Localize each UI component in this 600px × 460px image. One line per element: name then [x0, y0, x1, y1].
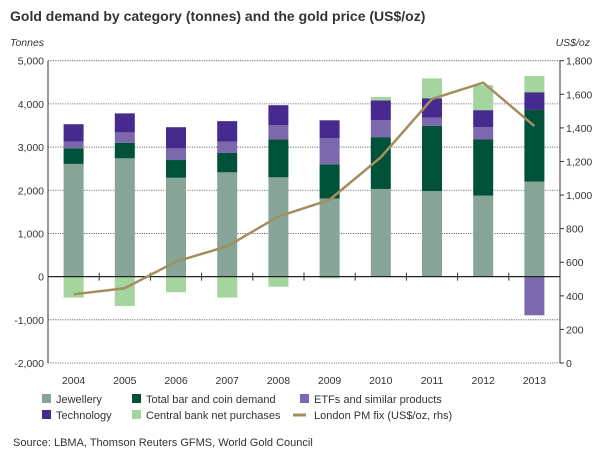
bar-etfs-and-similar-products-2012 — [473, 126, 494, 140]
right-tick-label: 200 — [566, 324, 584, 336]
left-tick-label: 2,000 — [18, 185, 44, 197]
bar-etfs-and-similar-products-2010 — [370, 120, 391, 138]
left-tick-label: 0 — [38, 272, 44, 284]
x-tick-label: 2011 — [421, 375, 444, 387]
bar-central-bank-net-purchases-2006 — [166, 276, 186, 293]
left-tick-label: -1,000 — [14, 315, 44, 327]
price-line — [73, 81, 536, 296]
left-tick-label: 3,000 — [18, 142, 44, 154]
bar-etfs-and-similar-products-2004 — [63, 141, 84, 149]
right-tick-label: 1,000 — [566, 190, 592, 202]
bar-etfs-and-similar-products-2008 — [268, 125, 289, 140]
bar-technology-2008 — [268, 105, 289, 126]
bar-jewellery-2006 — [166, 177, 186, 277]
bar-technology-2007 — [217, 121, 238, 142]
bar-central-bank-net-purchases-2012 — [473, 85, 494, 111]
bar-technology-2005 — [114, 113, 135, 133]
bar-jewellery-2011 — [422, 191, 442, 277]
legend-label: ETFs and similar products — [314, 394, 442, 406]
bar-total-bar-and-coin-demand-2005 — [114, 142, 135, 159]
x-tick-label: 2008 — [267, 375, 291, 387]
bar-central-bank-net-purchases-2009 — [319, 276, 340, 279]
right-tick-label: 1,400 — [566, 123, 592, 135]
right-tick-label: 0 — [566, 358, 572, 370]
bar-central-bank-net-purchases-2013 — [524, 76, 545, 93]
right-tick-label: 600 — [566, 257, 584, 269]
bar-jewellery-2005 — [114, 158, 135, 277]
bar-jewellery-2012 — [473, 195, 494, 277]
bar-total-bar-and-coin-demand-2008 — [268, 139, 289, 178]
legend-label: Central bank net purchases — [146, 410, 281, 422]
bar-technology-2009 — [319, 120, 340, 139]
legend-label: Total bar and coin demand — [146, 394, 276, 406]
legend-swatch — [300, 394, 309, 403]
chart-title: Gold demand by category (tonnes) and the… — [10, 8, 425, 24]
bar-central-bank-net-purchases-2011 — [422, 78, 442, 99]
bar-etfs-and-similar-products-2007 — [217, 141, 238, 153]
bar-central-bank-net-purchases-2010 — [370, 96, 391, 101]
x-tick-label: 2012 — [472, 375, 496, 387]
right-tick-label: 1,800 — [566, 56, 592, 68]
bar-jewellery-2009 — [319, 198, 340, 277]
legend-label: London PM fix (US$/oz, rhs) — [314, 410, 452, 422]
bar-central-bank-net-purchases-2005 — [114, 276, 135, 306]
x-tick-label: 2006 — [164, 375, 188, 387]
bar-jewellery-2013 — [524, 181, 545, 277]
right-tick-label: 1,600 — [566, 89, 592, 101]
bar-total-bar-and-coin-demand-2011 — [422, 125, 442, 192]
bar-technology-2012 — [473, 110, 494, 127]
bar-total-bar-and-coin-demand-2007 — [217, 152, 238, 173]
left-tick-label: 5,000 — [18, 56, 44, 68]
legend-label: Jewellery — [56, 394, 102, 406]
bar-total-bar-and-coin-demand-2006 — [166, 160, 186, 178]
london-pm-fix-line — [73, 81, 536, 296]
x-tick-label: 2005 — [113, 375, 137, 387]
left-tick-label: -2,000 — [14, 358, 44, 370]
source-note: Source: LBMA, Thomson Reuters GFMS, Worl… — [13, 437, 313, 449]
bar-jewellery-2007 — [217, 172, 238, 277]
legend-swatch — [132, 394, 141, 403]
right-tick-label: 1,200 — [566, 156, 592, 168]
bar-jewellery-2004 — [63, 163, 84, 277]
right-axis-label: US$/oz — [556, 37, 591, 49]
x-tick-label: 2009 — [318, 375, 342, 387]
bar-jewellery-2010 — [370, 188, 391, 277]
axes: -2,000 -1,000 0 1,000 2,000 3,000 4,000 5,000 0 2… — [14, 56, 592, 387]
bar-central-bank-net-purchases-2007 — [217, 276, 238, 298]
legend-swatch — [42, 410, 51, 419]
bar-etfs-and-similar-products-2013 — [524, 276, 545, 316]
bar-technology-2010 — [370, 100, 391, 121]
bar-central-bank-net-purchases-2004 — [63, 276, 84, 298]
bar-etfs-and-similar-products-2009 — [319, 138, 340, 165]
left-axis-label: Tonnes — [10, 37, 45, 49]
legend-swatch — [42, 394, 51, 403]
left-tick-label: 4,000 — [18, 99, 44, 111]
left-tick-label: 1,000 — [18, 228, 44, 240]
bar-total-bar-and-coin-demand-2012 — [473, 139, 494, 196]
legend-swatch — [132, 410, 141, 419]
right-tick-label: 400 — [566, 291, 584, 303]
bar-total-bar-and-coin-demand-2013 — [524, 109, 545, 182]
bar-technology-2006 — [166, 127, 186, 149]
x-tick-label: 2004 — [62, 375, 86, 387]
bar-etfs-and-similar-products-2011 — [422, 117, 442, 126]
bar-jewellery-2008 — [268, 177, 289, 277]
bars — [63, 76, 545, 316]
bar-technology-2013 — [524, 92, 545, 110]
bar-total-bar-and-coin-demand-2004 — [63, 148, 84, 164]
right-tick-label: 800 — [566, 224, 584, 236]
bar-technology-2004 — [63, 124, 84, 142]
bar-central-bank-net-purchases-2008 — [268, 276, 289, 287]
bar-total-bar-and-coin-demand-2009 — [319, 164, 340, 199]
x-tick-label: 2010 — [369, 375, 393, 387]
legend-label: Technology — [56, 410, 112, 422]
bar-etfs-and-similar-products-2005 — [114, 132, 135, 143]
legend: Jewellery Total bar and coin demand ETFs a… — [42, 394, 452, 422]
x-tick-label: 2007 — [216, 375, 240, 387]
x-tick-label: 2013 — [523, 375, 547, 387]
bar-etfs-and-similar-products-2006 — [166, 148, 186, 161]
